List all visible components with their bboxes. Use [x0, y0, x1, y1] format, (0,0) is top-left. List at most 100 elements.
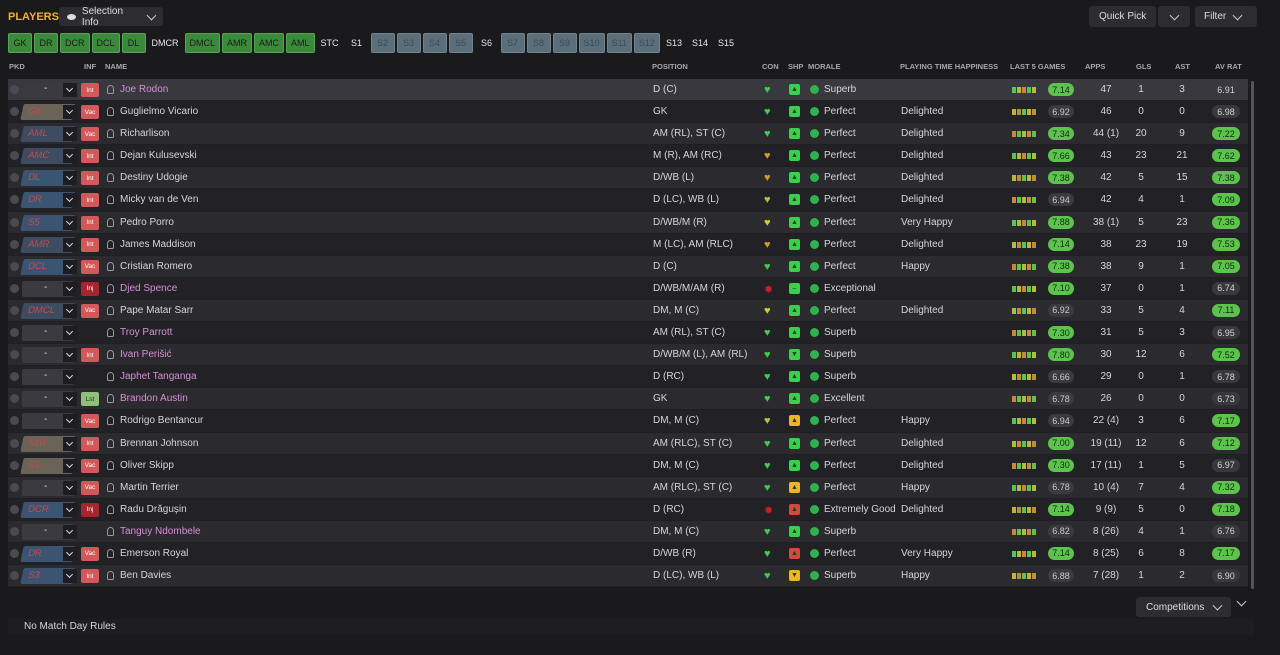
position-tab[interactable]: S3 [396, 33, 421, 53]
pk-select[interactable]: - [22, 413, 74, 430]
position-tab[interactable]: DR [34, 33, 58, 53]
position-tab[interactable]: S5 [448, 33, 473, 53]
table-row[interactable]: AML Vac Richarlison AM (RL), ST (C) ♥ ▲ Perfec… [8, 123, 1248, 146]
position-tab[interactable]: S2 [370, 33, 395, 53]
table-row[interactable]: AMR Int James Maddison M (LC), AM (RLC) ♥ ▲ Pe… [8, 233, 1248, 256]
filter-button[interactable]: Filter [1195, 6, 1257, 27]
pk-select[interactable]: - [22, 325, 74, 342]
table-row[interactable]: - Vac Martin Terrier AM (RLC), ST (C) ♥ ▲ Perf… [8, 476, 1248, 499]
table-row[interactable]: S10 Int Brennan Johnson AM (RLC), ST (C) ♥ ▲ P… [8, 432, 1248, 455]
pick-toggle-icon[interactable] [10, 350, 19, 360]
col-gls[interactable]: GLS [1136, 62, 1152, 71]
pick-toggle-icon[interactable] [10, 151, 19, 161]
pk-select[interactable]: - [22, 369, 74, 386]
position-tab[interactable]: DCR [60, 33, 90, 53]
position-tab[interactable]: AMR [222, 33, 253, 53]
pk-select[interactable]: - [22, 347, 74, 364]
pick-toggle-icon[interactable] [10, 173, 19, 183]
player-name[interactable]: Micky van de Ven [120, 194, 199, 206]
pk-dropdown[interactable] [63, 458, 77, 473]
player-name[interactable]: Pape Matar Sarr [120, 304, 194, 316]
position-tab[interactable]: DL [121, 33, 146, 53]
position-tab[interactable]: S6 [481, 38, 493, 48]
table-row[interactable]: S3 Vac Oliver Skipp DM, M (C) ♥ ▲ Perfect Delig… [8, 454, 1248, 477]
col-avrat[interactable]: AV RAT [1215, 62, 1242, 71]
table-row[interactable]: - Vac Rodrigo Bentancur DM, M (C) ♥ ▲ Perfect H… [8, 410, 1248, 433]
col-name[interactable]: NAME [105, 62, 128, 71]
position-tab[interactable]: GK [8, 33, 32, 53]
position-tab[interactable]: DMCR [151, 38, 179, 48]
pk-dropdown[interactable] [63, 281, 77, 296]
col-inf[interactable]: INF [84, 62, 97, 71]
pk-dropdown[interactable] [63, 370, 77, 385]
col-ast[interactable]: AST [1175, 62, 1190, 71]
player-name[interactable]: Oliver Skipp [120, 459, 174, 471]
pick-toggle-icon[interactable] [10, 504, 19, 514]
table-row[interactable]: - Int Joe Rodon D (C) ♥ ▲ Superb 7.14 47 1 3 6.91 [8, 79, 1248, 102]
position-tab[interactable]: S1 [351, 38, 363, 48]
table-row[interactable]: - Lst Brandon Austin GK ♥ ▲ Excellent 6.78 26 0 0 6… [8, 388, 1248, 411]
pk-dropdown[interactable] [63, 105, 77, 120]
competitions-button[interactable]: Competitions [1136, 597, 1231, 617]
scrollbar[interactable] [1251, 81, 1254, 589]
pk-dropdown[interactable] [63, 303, 77, 318]
player-name[interactable]: Troy Parrott [120, 327, 173, 339]
pick-toggle-icon[interactable] [10, 217, 19, 227]
pick-toggle-icon[interactable] [10, 526, 19, 536]
position-tab[interactable]: S13 [665, 38, 682, 48]
pk-dropdown[interactable] [63, 237, 77, 252]
pk-dropdown[interactable] [63, 348, 77, 363]
pk-dropdown[interactable] [63, 569, 77, 584]
pk-dropdown[interactable] [63, 193, 77, 208]
table-row[interactable]: DCR Inj Radu Drăgușin D (RC) ✹ ▲ Extremely Goo… [8, 498, 1248, 521]
player-name[interactable]: Pedro Porro [120, 216, 174, 228]
table-row[interactable]: - Int Ivan Perišić D/WB/M (L), AM (RL) ♥ ▼ Sup… [8, 344, 1248, 367]
pk-dropdown[interactable] [63, 436, 77, 451]
pk-dropdown[interactable] [63, 502, 77, 517]
pick-toggle-icon[interactable] [10, 85, 19, 94]
col-shp[interactable]: SHP [788, 62, 804, 71]
selection-info-button[interactable]: Selection Info [59, 6, 163, 28]
player-name[interactable]: Emerson Royal [120, 547, 189, 559]
pick-toggle-icon[interactable] [10, 548, 19, 558]
pick-toggle-icon[interactable] [10, 460, 19, 470]
table-row[interactable]: DMCL Vac Pape Matar Sarr DM, M (C) ♥ ▲ Perfect… [8, 299, 1248, 323]
pk-dropdown[interactable] [63, 326, 77, 341]
pk-dropdown[interactable] [63, 259, 77, 274]
position-tab[interactable]: S10 [578, 33, 605, 53]
position-tab[interactable]: DMCL [184, 33, 221, 53]
pick-toggle-icon[interactable] [10, 261, 19, 271]
player-name[interactable]: Dejan Kulusevski [120, 150, 197, 162]
col-pkd[interactable]: PKD [9, 62, 25, 71]
player-name[interactable]: James Maddison [120, 238, 196, 250]
pk-dropdown[interactable] [63, 480, 77, 495]
pick-toggle-icon[interactable] [10, 239, 19, 249]
player-name[interactable]: Guglielmo Vicario [120, 106, 199, 118]
pick-toggle-icon[interactable] [10, 372, 19, 382]
pk-dropdown[interactable] [63, 171, 77, 186]
player-name[interactable]: Brennan Johnson [120, 437, 199, 449]
player-name[interactable]: Destiny Udogie [120, 172, 188, 184]
pk-dropdown[interactable] [63, 83, 77, 97]
pk-dropdown[interactable] [63, 392, 77, 407]
pk-dropdown[interactable] [63, 414, 77, 429]
player-name[interactable]: Rodrigo Bentancur [120, 415, 204, 427]
position-tab[interactable]: S7 [500, 33, 525, 53]
pick-toggle-icon[interactable] [10, 129, 19, 139]
pick-toggle-icon[interactable] [10, 394, 19, 404]
position-tab[interactable]: AMC [254, 33, 285, 53]
position-tab[interactable]: AML [286, 33, 315, 53]
player-name[interactable]: Ben Davies [120, 570, 172, 582]
pick-toggle-icon[interactable] [10, 482, 19, 492]
player-name[interactable]: Japhet Tanganga [120, 371, 197, 383]
table-row[interactable]: - Tanguy Ndombele DM, M (C) ♥ ▲ Superb 6.82 8 (… [8, 520, 1248, 543]
player-name[interactable]: Joe Rodon [120, 84, 169, 95]
pk-select[interactable]: - [22, 391, 74, 408]
position-tab[interactable]: S12 [633, 33, 660, 53]
table-row[interactable]: - Troy Parrott AM (RL), ST (C) ♥ ▲ Superb 7.30… [8, 322, 1248, 345]
pick-toggle-icon[interactable] [10, 283, 19, 293]
table-row[interactable]: - Inj Djed Spence D/WB/M/AM (R) ✹ – Exceptiona… [8, 277, 1248, 300]
col-position[interactable]: POSITION [652, 62, 688, 71]
player-name[interactable]: Richarlison [120, 128, 170, 140]
pk-dropdown[interactable] [63, 524, 77, 539]
